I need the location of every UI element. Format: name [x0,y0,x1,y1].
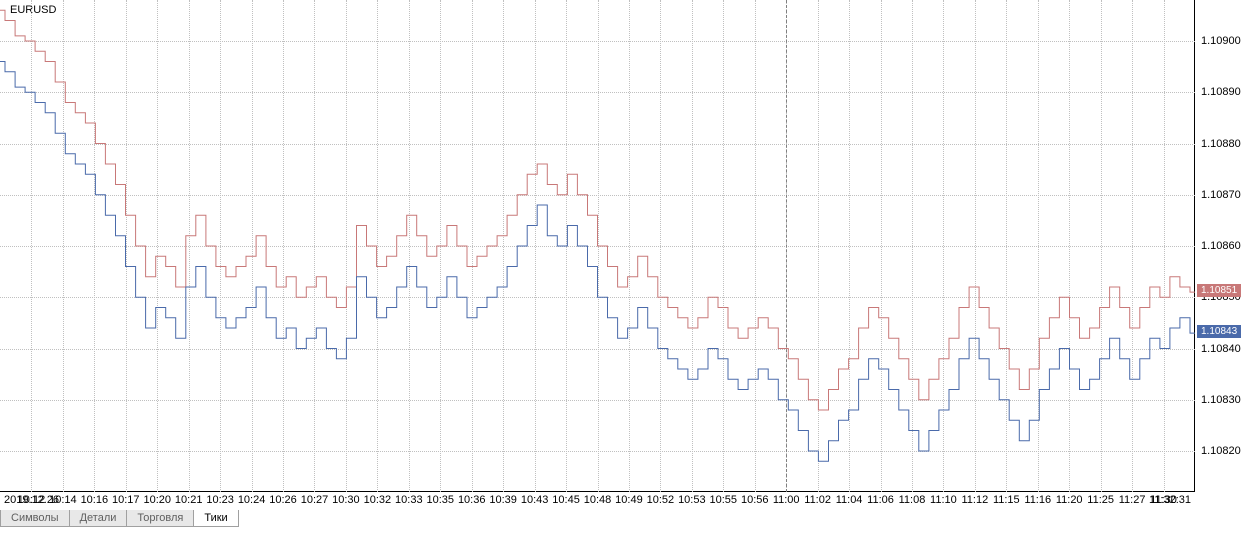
bottom-tabs: СимволыДеталиТорговляТики [0,510,239,527]
x-tick-label: 11:16 [1024,494,1051,506]
x-tick-label: 10:12 [18,494,46,506]
y-tick-label: 1.10820 [1201,445,1241,457]
x-tick-label: 11:32:31 [1149,494,1191,506]
x-tick-label: 11:10 [930,494,957,506]
x-tick-label: 11:02 [804,494,831,506]
x-tick-label: 10:27 [301,494,329,506]
x-tick-label: 10:20 [143,494,171,506]
x-tick-label: 10:23 [206,494,234,506]
price-axis: 1.108201.108301.108401.108501.108601.108… [1195,0,1248,492]
x-tick-label: 10:30 [332,494,360,506]
x-tick-label: 10:14 [49,494,77,506]
x-tick-label: 10:49 [615,494,643,506]
x-tick-label: 11:25 [1087,494,1114,506]
bid-line [0,62,1195,462]
ask-line [0,10,1195,410]
tab-2[interactable]: Торговля [126,510,194,527]
tab-3[interactable]: Тики [193,510,238,527]
time-axis: 2019.12.2610:1210:1410:1610:1710:2010:21… [0,492,1195,510]
x-tick-label: 10:16 [81,494,109,506]
x-tick-label: 10:17 [112,494,140,506]
x-tick-label: 11:04 [836,494,863,506]
y-tick-label: 1.10880 [1201,138,1241,150]
tab-1[interactable]: Детали [69,510,128,527]
chart-plot-area[interactable]: EURUSD [0,0,1195,492]
x-tick-label: 11:06 [867,494,894,506]
x-tick-label: 11:00 [773,494,800,506]
x-tick-label: 11:12 [962,494,989,506]
x-tick-label: 10:52 [647,494,675,506]
x-tick-label: 10:24 [238,494,266,506]
x-tick-label: 10:48 [584,494,612,506]
y-tick-label: 1.10840 [1201,343,1241,355]
y-tick-label: 1.10900 [1201,35,1241,47]
x-tick-label: 10:45 [552,494,580,506]
x-tick-label: 10:39 [489,494,517,506]
x-tick-label: 10:43 [521,494,549,506]
x-tick-label: 10:36 [458,494,486,506]
x-tick-label: 10:53 [678,494,706,506]
tick-chart-window: EURUSD 1.108201.108301.108401.108501.108… [0,0,1248,533]
ask-price-badge: 1.10851 [1197,284,1241,297]
x-tick-label: 11:08 [899,494,926,506]
y-tick-label: 1.10860 [1201,240,1241,252]
price-lines [0,0,1195,492]
x-tick-label: 10:33 [395,494,423,506]
x-tick-label: 10:21 [175,494,203,506]
bid-price-badge: 1.10843 [1197,325,1241,338]
y-tick-label: 1.10830 [1201,394,1241,406]
x-tick-label: 10:32 [364,494,392,506]
y-tick-label: 1.10890 [1201,86,1241,98]
x-tick-label: 11:27 [1119,494,1146,506]
x-tick-label: 10:56 [741,494,769,506]
x-tick-label: 10:35 [426,494,454,506]
x-tick-label: 10:55 [710,494,738,506]
x-tick-label: 11:20 [1056,494,1083,506]
y-tick-label: 1.10870 [1201,189,1241,201]
tab-0[interactable]: Символы [0,510,70,527]
x-tick-label: 11:15 [993,494,1020,506]
x-tick-label: 10:26 [269,494,297,506]
